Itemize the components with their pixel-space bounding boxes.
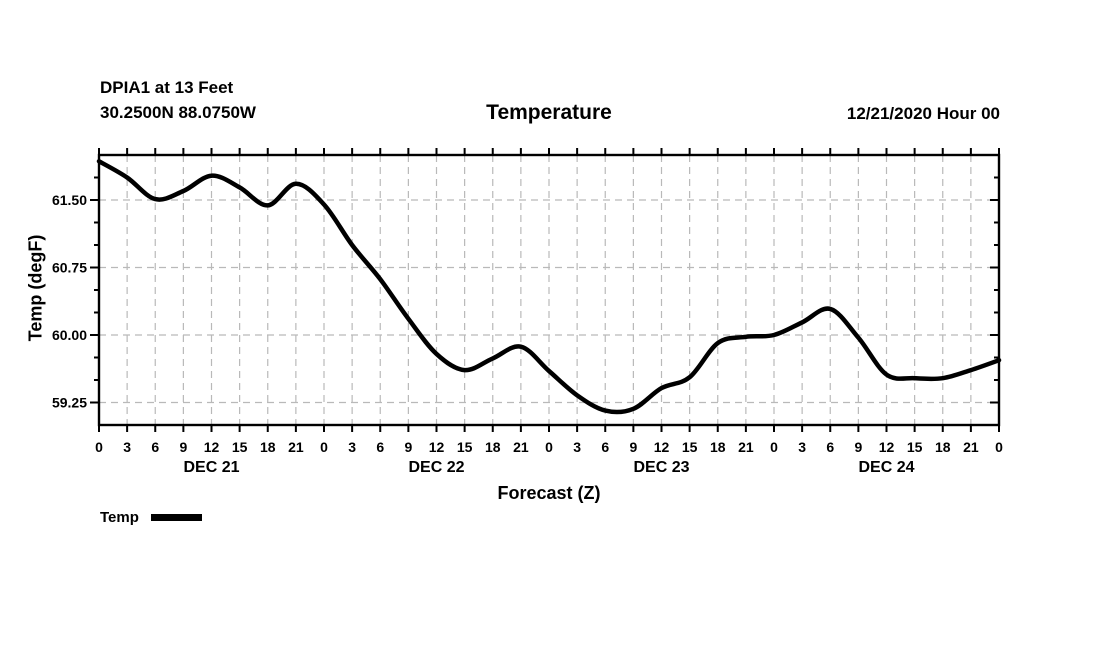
svg-text:0: 0	[995, 439, 1003, 455]
svg-text:15: 15	[457, 439, 473, 455]
svg-text:18: 18	[710, 439, 726, 455]
svg-text:6: 6	[826, 439, 834, 455]
svg-text:9: 9	[404, 439, 412, 455]
svg-text:0: 0	[770, 439, 778, 455]
svg-text:18: 18	[260, 439, 276, 455]
gridlines	[99, 155, 999, 425]
svg-text:3: 3	[348, 439, 356, 455]
svg-text:0: 0	[95, 439, 103, 455]
svg-text:18: 18	[935, 439, 951, 455]
svg-text:6: 6	[151, 439, 159, 455]
svg-text:9: 9	[854, 439, 862, 455]
svg-text:18: 18	[485, 439, 501, 455]
station-id-label: DPIA1 at 13 Feet	[100, 78, 234, 97]
svg-text:60.00: 60.00	[52, 327, 87, 343]
svg-text:3: 3	[123, 439, 131, 455]
legend-temp-line-swatch	[150, 514, 202, 521]
chart-title: Temperature	[486, 101, 612, 124]
x-axis-day-labels: DEC 21 DEC 22 DEC 23 DEC 24	[183, 459, 914, 476]
svg-text:15: 15	[682, 439, 698, 455]
svg-text:6: 6	[376, 439, 384, 455]
svg-text:60.75: 60.75	[52, 260, 87, 276]
svg-text:12: 12	[204, 439, 220, 455]
svg-text:21: 21	[738, 439, 754, 455]
legend: Temp	[100, 509, 202, 526]
svg-text:DEC 24: DEC 24	[858, 459, 914, 476]
svg-text:6: 6	[601, 439, 609, 455]
axis-ticks	[90, 148, 1000, 432]
y-axis-tick-labels: 59.25 60.00 60.75 61.50	[52, 192, 87, 411]
svg-text:3: 3	[798, 439, 806, 455]
svg-text:0: 0	[545, 439, 553, 455]
station-coordinates-label: 30.2500N 88.0750W	[100, 103, 256, 122]
temp-series-line	[96, 159, 1002, 415]
svg-text:21: 21	[513, 439, 529, 455]
svg-text:12: 12	[429, 439, 445, 455]
x-axis-hour-labels: 0 3 6 9 12 15 18 21 0 3 6 9 12 15 18 21 0 3 6 9 12 15 18 21 0 3 6 9…	[95, 439, 1003, 455]
model-run-date-label: 12/21/2020 Hour 00	[846, 104, 1000, 123]
svg-text:61.50: 61.50	[52, 192, 87, 208]
svg-text:3: 3	[573, 439, 581, 455]
svg-text:9: 9	[179, 439, 187, 455]
svg-text:59.25: 59.25	[52, 395, 87, 411]
svg-text:21: 21	[288, 439, 304, 455]
svg-text:DEC 21: DEC 21	[183, 459, 239, 476]
svg-text:DEC 22: DEC 22	[408, 459, 464, 476]
svg-text:12: 12	[654, 439, 670, 455]
svg-text:15: 15	[232, 439, 248, 455]
svg-text:0: 0	[320, 439, 328, 455]
legend-temp-label: Temp	[100, 509, 139, 526]
svg-text:21: 21	[963, 439, 979, 455]
svg-text:15: 15	[907, 439, 923, 455]
svg-text:12: 12	[879, 439, 895, 455]
x-axis-title: Forecast (Z)	[497, 483, 601, 503]
svg-text:9: 9	[629, 439, 637, 455]
svg-text:DEC 23: DEC 23	[633, 459, 689, 476]
